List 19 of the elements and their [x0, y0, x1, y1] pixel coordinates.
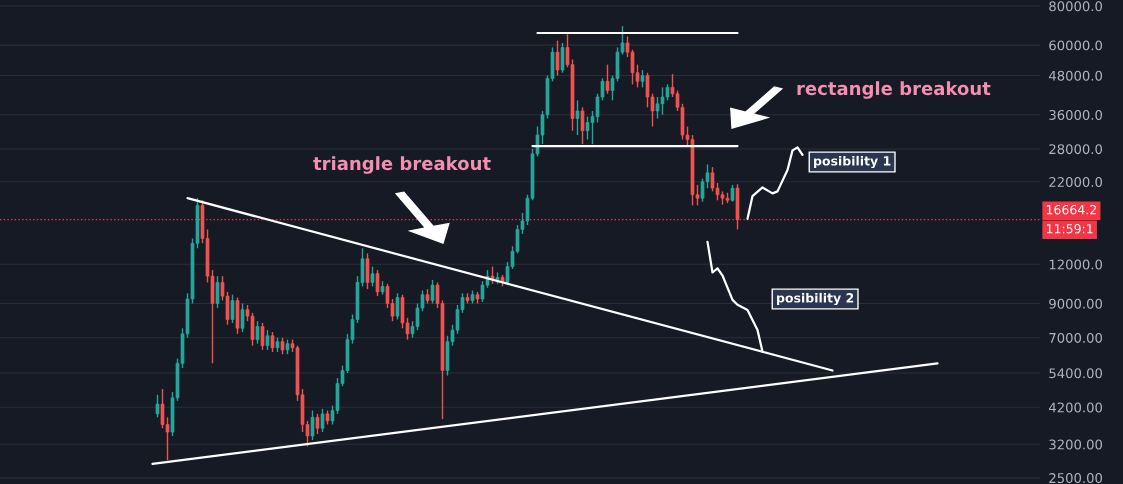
y-tick-label: 4200.00	[1048, 402, 1103, 413]
y-tick-label: 5400.00	[1049, 368, 1103, 379]
y-tick-label: 22000.0	[1049, 176, 1103, 187]
text: 11:59:1	[1046, 223, 1093, 234]
y-tick-label: 12000.0	[1049, 259, 1103, 270]
annotation: posibility 1	[814, 155, 891, 169]
y-tick-label: 3200.00	[1049, 439, 1103, 450]
y-tick-label: 7000.00	[1049, 332, 1103, 343]
y-tick-label: 28000.0	[1049, 144, 1103, 155]
y-tick-label: 48000.0	[1048, 70, 1103, 81]
annotation: triangle breakout	[313, 156, 491, 174]
annotation: rectangle breakout	[797, 81, 991, 99]
y-tick-label: 36000.0	[1049, 109, 1103, 120]
ref-line-label: 16664.2	[1046, 204, 1096, 215]
annotation: posibility 2	[777, 292, 854, 306]
y-tick-label: 9000.00	[1049, 298, 1103, 309]
y-tick-label: 60000.0	[1049, 40, 1103, 51]
y-tick-label: 80000.0	[1049, 1, 1103, 12]
y-tick-label: 2500.00	[1049, 473, 1103, 484]
